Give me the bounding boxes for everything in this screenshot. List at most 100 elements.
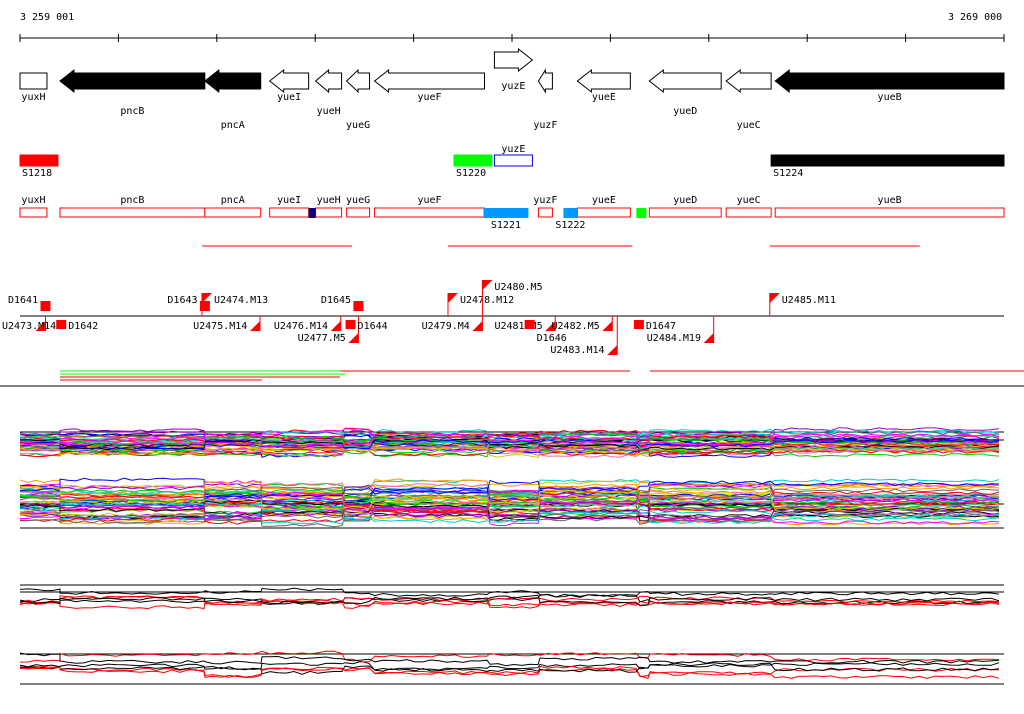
promoter-flag[interactable] [769,293,780,303]
annotation-label: yueD [673,195,697,206]
promoter-flag[interactable] [250,321,261,331]
expression-profile [19,490,1000,508]
annotation-box-pncB[interactable] [59,207,206,218]
gene-label: yueC [737,120,761,131]
gene-yueH[interactable] [314,68,343,94]
annotation-box-yueH[interactable] [315,207,343,218]
annotation-box-yueG[interactable] [346,207,371,218]
annotation-label: yueF [417,195,441,206]
annotation-label: yueB [878,195,902,206]
annotation-label: pncA [221,195,245,206]
ruler-end-label: 3 269 000 [948,12,1003,23]
gene-yuzF[interactable] [537,68,553,94]
annotation-box-yueB[interactable] [774,207,1005,218]
expression-profile [19,595,1000,607]
annotation-box-yueI[interactable] [269,207,310,218]
expression-profile [19,436,1000,450]
gene-yueB[interactable] [774,68,1005,94]
gene-yuxH[interactable] [19,72,48,90]
gene-label: yuzE [501,81,525,92]
gene-yueD[interactable] [648,68,722,94]
promoter-box[interactable] [40,301,51,311]
annotation-box-pncA[interactable] [204,207,262,218]
expression-profile [19,660,1000,673]
promoter-box[interactable] [199,301,210,311]
gene-yueI[interactable] [268,68,310,94]
gene-yueF[interactable] [373,68,485,94]
expression-profile [19,595,1000,607]
expression-profile [19,494,1000,513]
promoter-flag[interactable] [472,321,483,331]
segment-yuzE[interactable] [493,154,533,167]
expression-profile [19,500,1000,519]
promoter-label: D1642 [68,321,98,332]
annotation-box-yueC[interactable] [725,207,772,218]
promoter-label: U2475.M14 [193,321,247,332]
segment-S1220[interactable] [453,154,493,167]
annotation-box-yueD[interactable] [648,207,722,218]
promoter-flag[interactable] [482,280,493,290]
gene-label: yueE [592,92,616,103]
annotation-label: yueI [277,195,301,206]
expression-profile [19,442,1000,458]
promoter-flag[interactable] [602,321,613,331]
expression-profile [19,441,1000,454]
promoter-label: D1646 [537,333,567,344]
gene-label: yuzF [533,120,557,131]
promoter-flag[interactable] [703,333,714,343]
segment-S1224[interactable] [770,154,1005,167]
promoter-flag[interactable] [330,321,341,331]
gene-yueG[interactable] [345,68,371,94]
segment-S1218[interactable] [19,154,59,167]
annotation-box-yuxH[interactable] [19,207,48,218]
annotation-mark[interactable] [636,208,647,218]
promoter-box[interactable] [633,320,644,329]
promoter-box[interactable] [353,301,364,311]
annotation-mark[interactable] [308,208,316,218]
expression-profile [19,665,1000,680]
promoter-box[interactable] [56,320,67,329]
gene-label: yueH [317,106,341,117]
promoter-flag[interactable] [348,333,359,343]
annotation-mark[interactable] [563,208,578,218]
promoter-label: U2484.M19 [647,333,701,344]
promoter-flag[interactable] [607,345,618,355]
promoter-flag[interactable] [35,321,46,331]
annotation-mark[interactable] [483,208,529,218]
promoter-label: U2473.M14 [2,321,56,332]
expression-profile [19,594,1000,606]
annotation-label: yueE [592,195,616,206]
gene-pncA[interactable] [204,68,262,94]
promoter-box[interactable] [524,320,535,329]
annotation-box-yueF[interactable] [374,207,485,218]
promoter-flag[interactable] [447,293,458,303]
gene-label: yueG [346,120,370,131]
gene-yueC[interactable] [725,68,772,94]
segment-label: S1218 [22,168,52,179]
annotation-mark-label: S1221 [491,220,521,231]
promoter-label: D1641 [8,295,38,306]
annotation-label: yuxH [21,195,45,206]
promoter-label: U2482.M5 [552,321,600,332]
expression-profile [19,433,1000,448]
gene-yuzE[interactable] [493,47,534,73]
promoter-label: D1644 [358,321,388,332]
promoter-flag[interactable] [545,321,556,331]
gene-yueE[interactable] [576,68,631,94]
promoter-label: U2474.M13 [214,295,268,306]
promoter-flag[interactable] [201,293,212,303]
annotation-label: pncB [120,195,144,206]
annotation-box-yuzF[interactable] [537,207,553,218]
annotation-box-yueE[interactable] [576,207,631,218]
expression-profile [19,504,1000,525]
promoter-label: U2476.M14 [274,321,328,332]
promoter-box[interactable] [345,320,356,329]
gene-label: pncB [120,106,144,117]
expression-profile [19,652,1000,667]
promoter-label: U2483.M14 [550,345,604,356]
annotation-label: yueC [737,195,761,206]
promoter-label: U2481.M5 [494,321,542,332]
gene-pncB[interactable] [59,68,206,94]
